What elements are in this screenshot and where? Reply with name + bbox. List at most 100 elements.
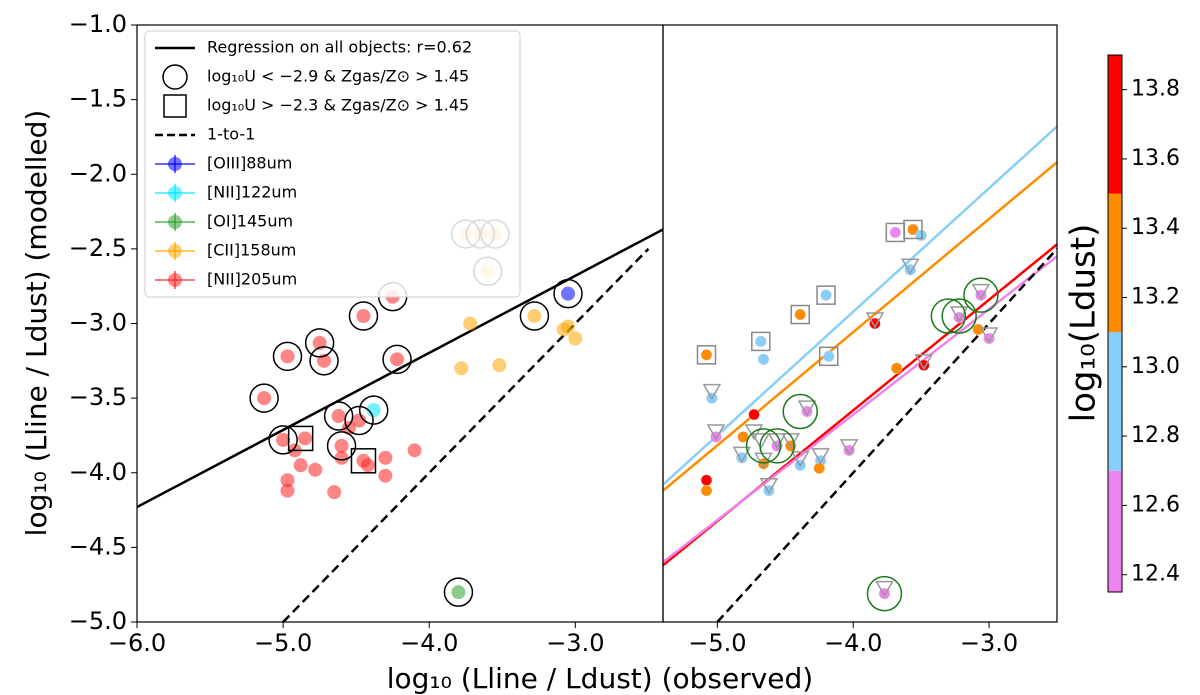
data-point: [378, 468, 393, 483]
circle-marker: [323, 401, 354, 431]
colorbar-tick-label: 13.2: [1131, 285, 1180, 310]
data-point: [890, 362, 903, 375]
circle-marker: [782, 393, 818, 430]
triangle-marker: [744, 424, 764, 441]
data-point: [907, 223, 919, 236]
legend-label: log₁₀U > −2.3 & Zgas/Z⊙ > 1.45: [207, 96, 469, 115]
data-point: [378, 450, 393, 465]
data-point: [308, 462, 323, 477]
colorbar-segment: [1108, 193, 1122, 333]
triangle-marker: [790, 451, 810, 468]
data-point: [356, 309, 371, 324]
data-point: [527, 309, 542, 324]
data-point: [331, 409, 346, 424]
plot-area: [663, 125, 1057, 622]
legend-circle: [162, 64, 188, 90]
data-point: [360, 458, 375, 473]
legend-marker: [168, 157, 182, 171]
data-point: [276, 432, 291, 447]
legend-box: [144, 30, 521, 298]
data-point: [755, 335, 767, 348]
data-point: [293, 458, 308, 473]
y-tick-label: −2.5: [69, 234, 127, 262]
data-point: [366, 403, 381, 418]
x-tick-label: −5.0: [688, 629, 746, 657]
circle-marker: [941, 298, 977, 334]
legend-label: [OIII]88um: [207, 154, 292, 173]
x-tick-label: −4.0: [400, 629, 458, 657]
data-point: [561, 286, 576, 301]
colorbar-tick-label: 13.6: [1131, 146, 1180, 171]
triangle-marker: [759, 477, 779, 495]
data-point: [568, 331, 583, 346]
data-point: [915, 229, 927, 242]
square-marker: [287, 425, 314, 452]
y-tick-label: −1.0: [69, 10, 127, 38]
circle-marker: [745, 428, 782, 464]
circle-marker: [930, 298, 967, 334]
legend-square: [163, 94, 187, 118]
circle-marker: [358, 395, 389, 425]
data-point: [700, 484, 713, 497]
square-marker: [696, 345, 717, 365]
data-point: [813, 462, 825, 475]
y-tick-label: −2.0: [69, 159, 127, 187]
circle-marker: [309, 346, 339, 376]
colorbar-tick-label: 13.4: [1131, 215, 1180, 240]
data-point: [823, 350, 835, 363]
square-marker: [350, 448, 377, 474]
legend-label: [CII]158um: [207, 241, 296, 260]
triangle-marker: [781, 433, 801, 450]
colorbar-tick-label: 13.8: [1131, 77, 1180, 102]
triangle-marker: [706, 424, 726, 441]
x-tick-label: −4.0: [824, 629, 882, 657]
circle-marker: [272, 341, 303, 372]
colorbar-segment: [1108, 332, 1122, 471]
circle-marker: [326, 431, 357, 461]
data-point: [334, 450, 349, 465]
triangle-marker: [811, 448, 830, 465]
data-point: [492, 358, 507, 373]
line: [137, 228, 663, 509]
axes-frame: [662, 24, 1058, 623]
square-marker: [816, 285, 836, 305]
colorbar-tick-label: 12.6: [1131, 492, 1180, 517]
data-point: [757, 353, 770, 366]
triangle-marker: [839, 439, 859, 456]
triangle-marker: [914, 354, 934, 371]
y-tick-label: −3.0: [69, 309, 127, 337]
triangle-marker: [900, 258, 920, 275]
circle-marker: [553, 278, 583, 309]
legend-label: 1-to-1: [207, 125, 255, 144]
data-point: [454, 361, 469, 376]
data-point: [407, 443, 422, 458]
square-marker: [790, 304, 810, 325]
data-point: [700, 474, 713, 486]
legend-marker: [168, 244, 182, 258]
circle-marker: [519, 301, 550, 331]
triangle-marker: [767, 433, 787, 450]
y-tick-label: −1.5: [69, 85, 127, 113]
data-point: [463, 316, 478, 331]
y-tick-label: −5.0: [69, 607, 127, 635]
legend-label: log₁₀U < −2.9 & Zgas/Z⊙ > 1.45: [207, 67, 469, 86]
triangle-marker: [751, 433, 771, 450]
x-tick-label: −5.0: [254, 629, 312, 657]
legend-label: [NII]122um: [207, 183, 297, 202]
data-point: [556, 322, 571, 337]
y-axis-label: log₁₀ (Lline / Ldust) (modelled): [20, 110, 53, 537]
data-point: [280, 483, 295, 498]
triangle-marker: [949, 306, 969, 323]
colorbar-label: log₁₀(Ldust): [1064, 224, 1104, 423]
data-point: [820, 289, 832, 301]
data-point: [257, 391, 272, 406]
circle-marker: [304, 328, 335, 358]
line: [663, 125, 1057, 486]
data-point: [748, 408, 760, 421]
data-point: [334, 438, 349, 453]
data-point: [390, 352, 405, 367]
circle-marker: [344, 405, 374, 436]
triangle-marker: [732, 446, 752, 463]
legend-label: [OI]145um: [207, 212, 293, 231]
y-tick-label: −4.5: [69, 532, 127, 560]
